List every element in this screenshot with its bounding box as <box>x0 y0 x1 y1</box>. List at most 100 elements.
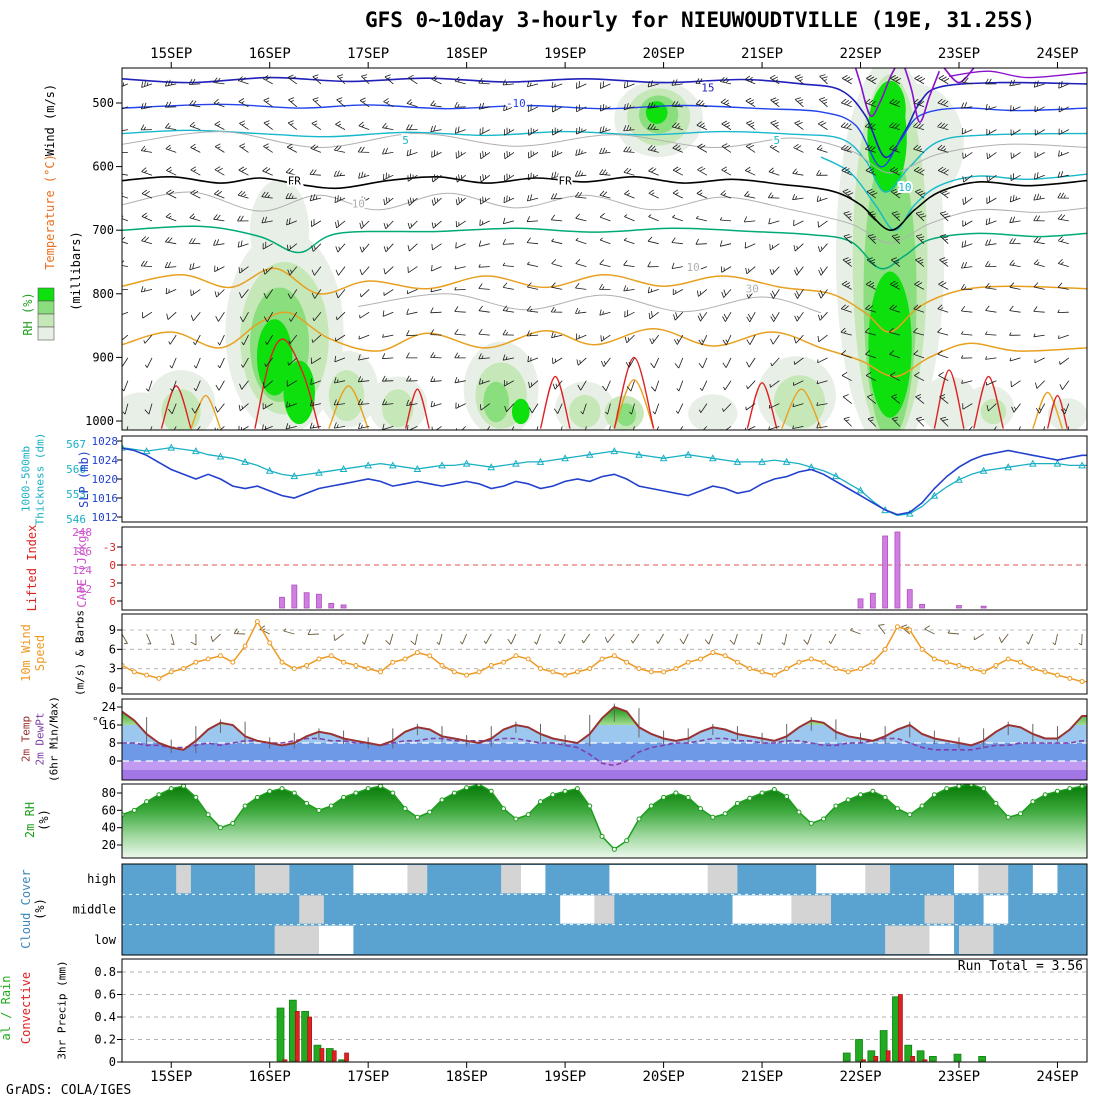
svg-text:9: 9 <box>109 623 116 637</box>
convective-label: Convective <box>19 971 33 1045</box>
svg-text:23SEP: 23SEP <box>938 46 980 62</box>
wind10m-axis-label-2: Speed <box>33 634 47 672</box>
svg-text:19SEP: 19SEP <box>544 1069 586 1085</box>
svg-text:20SEP: 20SEP <box>643 1069 685 1085</box>
svg-text:6: 6 <box>109 595 116 608</box>
svg-text:186: 186 <box>72 545 92 558</box>
svg-text:16SEP: 16SEP <box>249 46 291 62</box>
svg-text:1020: 1020 <box>92 473 119 486</box>
svg-text:0.6: 0.6 <box>94 988 116 1002</box>
svg-text:1024: 1024 <box>92 454 119 467</box>
svg-text:800: 800 <box>92 287 114 301</box>
lifted-index-axis-label: Lifted Index <box>25 524 39 612</box>
svg-text:22SEP: 22SEP <box>839 1069 881 1085</box>
svg-text:6: 6 <box>109 642 116 656</box>
grads-credit: GrADS: COLA/IGES <box>6 1083 132 1098</box>
cloud-cover-axis-label: Cloud Cover <box>19 869 33 949</box>
svg-text:low: low <box>94 933 116 947</box>
page-title: GFS 0~10day 3-hourly for NIEUWOUDTVILLE … <box>364 8 1036 32</box>
svg-text:19SEP: 19SEP <box>544 46 586 62</box>
svg-text:16: 16 <box>102 718 116 732</box>
time-axis: 15SEP 15SEP 16SEP 16SEP 17SEP 17SEP 18SEP 18SEP… <box>150 46 1078 1085</box>
svg-text:24SEP: 24SEP <box>1036 46 1078 62</box>
panel-wind10m: 9 6 3 0 <box>109 613 1088 695</box>
svg-text:-3: -3 <box>103 541 116 554</box>
dewpt2m-axis-label: 2m DewPt <box>33 712 47 766</box>
svg-text:17SEP: 17SEP <box>347 46 389 62</box>
svg-text:18SEP: 18SEP <box>446 46 488 62</box>
svg-text:15: 15 <box>701 82 714 95</box>
svg-text:124: 124 <box>72 564 92 577</box>
thickness-axis-label-1: 1000-500mb <box>19 445 33 513</box>
wind10m-units-label: (m/s) & Barbs <box>73 609 87 697</box>
panel-cloud-cover: high middle low <box>73 863 1088 956</box>
millibars-axis-label: (millibars) <box>69 231 83 311</box>
svg-text:0: 0 <box>109 1055 116 1069</box>
svg-text:8: 8 <box>109 736 116 750</box>
svg-text:10: 10 <box>686 261 699 274</box>
svg-text:553: 553 <box>66 488 86 501</box>
svg-text:0.2: 0.2 <box>94 1033 116 1047</box>
panel-slp-thickness: 1028 1024 1020 1016 1012 567 560 553 546 <box>66 435 1088 526</box>
svg-text:15SEP: 15SEP <box>150 1069 192 1085</box>
svg-text:20: 20 <box>102 838 116 852</box>
svg-text:60: 60 <box>102 803 116 817</box>
wind-axis-label: Wind (m/s) <box>43 83 57 157</box>
panel-cape-li: 248 186 124 62 -3 0 3 6 <box>72 526 1088 611</box>
rh2m-axis-label: 2m RH <box>23 801 37 839</box>
rh-colorbar <box>37 287 55 341</box>
svg-text:0: 0 <box>109 754 116 768</box>
svg-text:40: 40 <box>102 821 116 835</box>
svg-text:24: 24 <box>102 700 116 714</box>
svg-text:21SEP: 21SEP <box>741 1069 783 1085</box>
svg-text:22SEP: 22SEP <box>839 46 881 62</box>
svg-text:20SEP: 20SEP <box>643 46 685 62</box>
svg-text:600: 600 <box>92 160 114 174</box>
svg-text:10: 10 <box>352 197 365 210</box>
svg-text:16SEP: 16SEP <box>249 1069 291 1085</box>
svg-text:0: 0 <box>109 559 116 572</box>
thickness-axis-label-2: Thickness (dm) <box>33 432 47 526</box>
slp-axis-label: SLP (mb) <box>77 450 91 508</box>
minmax-axis-label: (6hr Min/Max) <box>47 695 61 783</box>
degc-unit-label: °C <box>92 715 106 728</box>
svg-text:80: 80 <box>102 786 116 800</box>
svg-text:5: 5 <box>774 134 781 147</box>
svg-text:3: 3 <box>109 662 116 676</box>
svg-text:900: 900 <box>92 350 114 364</box>
panel-rh2m: 80 60 40 20 <box>102 783 1088 859</box>
cloud-units-label: (%) <box>33 898 47 920</box>
svg-text:23SEP: 23SEP <box>938 1069 980 1085</box>
panel-precip: Run Total = 3.56 0.8 0.6 0.4 0.2 0 <box>94 958 1088 1069</box>
svg-text:700: 700 <box>92 223 114 237</box>
svg-text:0: 0 <box>109 681 116 695</box>
rh2m-units-label: (%) <box>37 809 51 831</box>
svg-text:Run Total = 3.56: Run Total = 3.56 <box>958 959 1083 974</box>
svg-text:567: 567 <box>66 438 86 451</box>
svg-text:middle: middle <box>73 903 116 917</box>
svg-text:0.4: 0.4 <box>94 1010 116 1024</box>
svg-text:1016: 1016 <box>92 492 119 505</box>
svg-text:17SEP: 17SEP <box>347 1069 389 1085</box>
temperature-axis-label: Temperature (°C) <box>43 154 57 270</box>
svg-text:5: 5 <box>402 134 409 147</box>
svg-text:500: 500 <box>92 96 114 110</box>
svg-text:62: 62 <box>79 583 92 596</box>
svg-text:FR: FR <box>288 175 302 188</box>
svg-text:248: 248 <box>72 526 92 539</box>
svg-text:30: 30 <box>746 283 759 296</box>
total-rain-label: al / Rain <box>0 975 13 1041</box>
svg-text:1028: 1028 <box>92 435 119 448</box>
svg-text:-10: -10 <box>506 97 526 110</box>
svg-text:18SEP: 18SEP <box>446 1069 488 1085</box>
panel-cross-section: 15 -10 5 5 10 FR FR 10 10 30 500 600 700 800 900 1000 <box>85 67 1088 431</box>
svg-text:1012: 1012 <box>92 511 119 524</box>
svg-text:546: 546 <box>66 513 86 526</box>
svg-text:1000: 1000 <box>85 414 114 428</box>
svg-text:FR: FR <box>558 175 572 188</box>
cape-axis-label: CAPE (J/kg) <box>75 528 89 608</box>
svg-text:10: 10 <box>898 181 911 194</box>
panel-temp-dewpt: 24 16 8 0 <box>102 698 1088 781</box>
